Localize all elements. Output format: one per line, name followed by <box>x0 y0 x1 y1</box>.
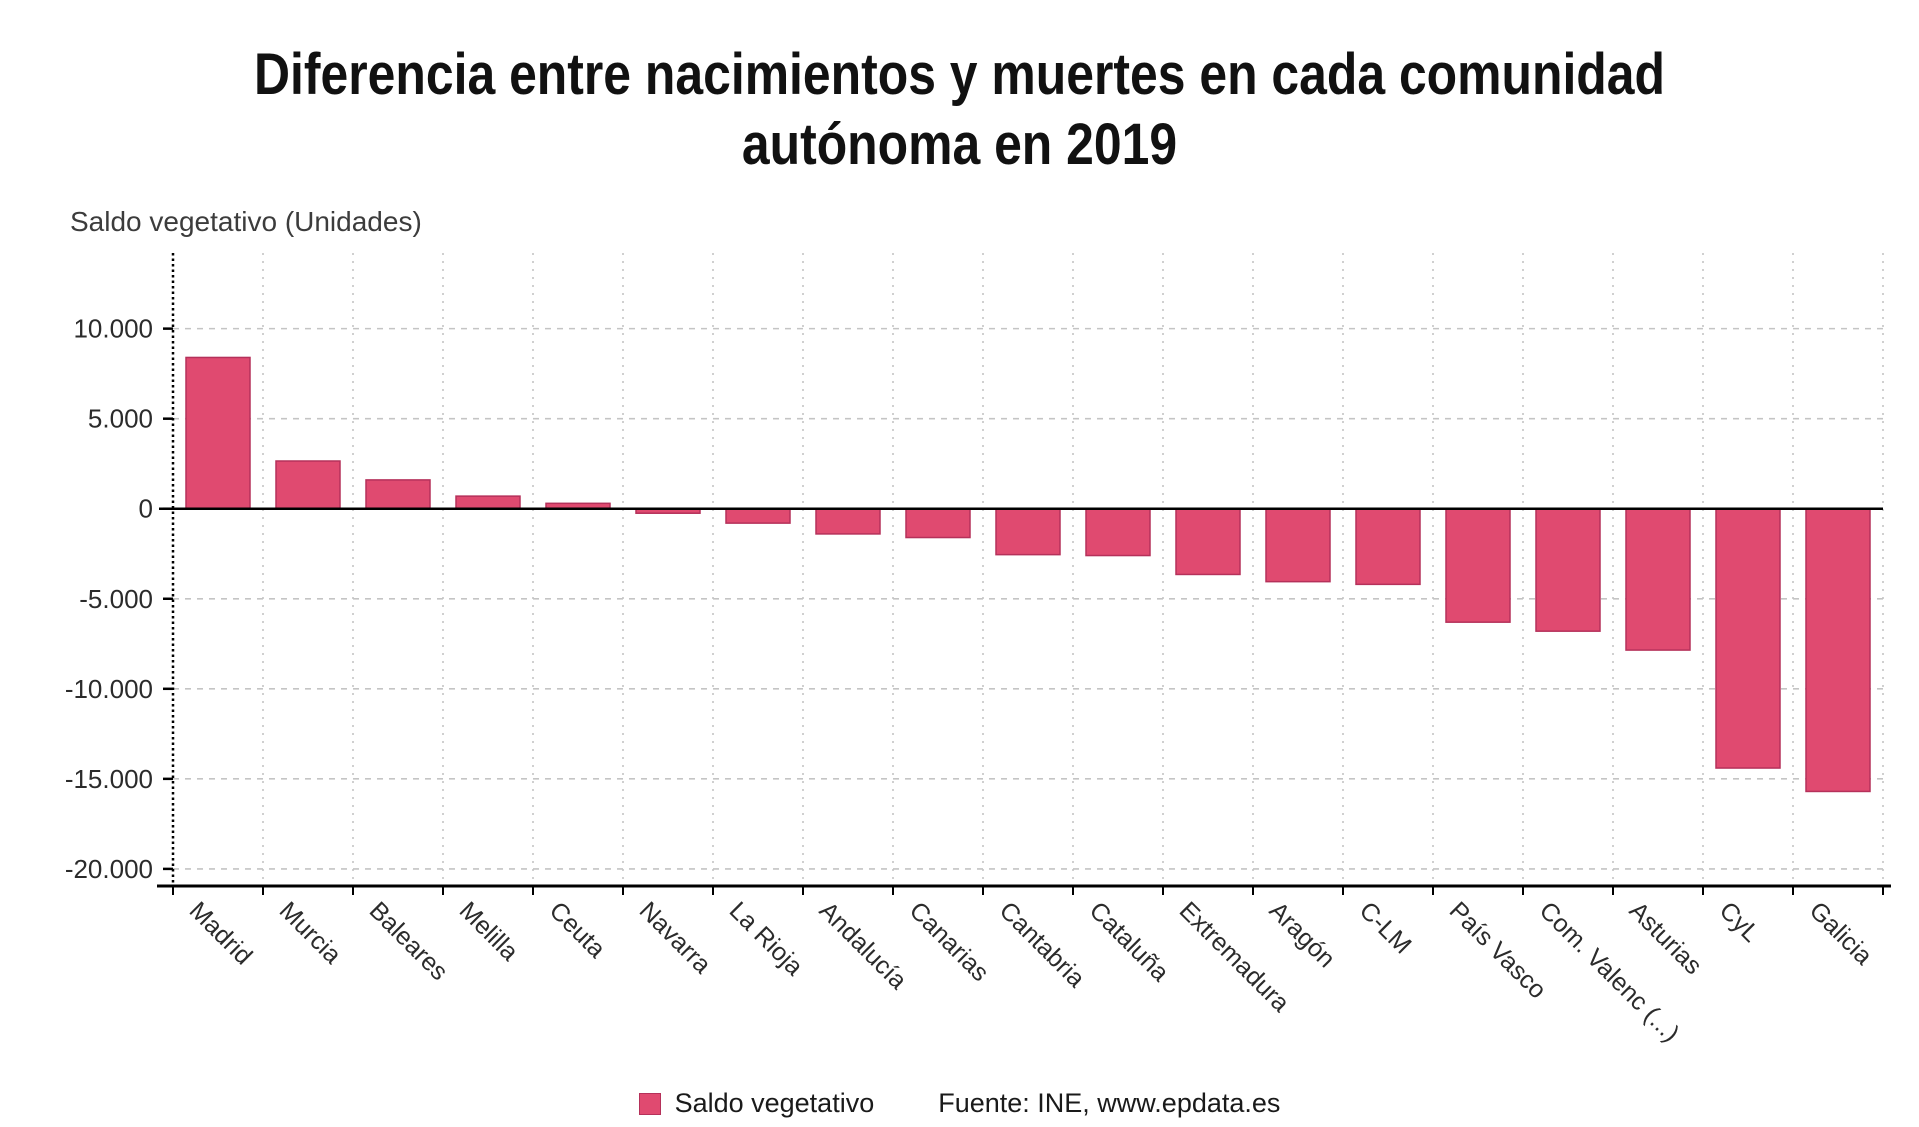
y-tick-label: 5.000 <box>88 404 153 434</box>
x-category-label: C-LM <box>1354 896 1417 959</box>
bar-Madrid[interactable] <box>185 356 251 510</box>
bar-País Vasco[interactable] <box>1445 507 1511 623</box>
bar-Extremadura[interactable] <box>1175 507 1241 576</box>
bar-CyL[interactable] <box>1715 507 1781 769</box>
bar-Asturias[interactable] <box>1625 507 1691 651</box>
x-category-label: Madrid <box>184 896 258 970</box>
legend-label: Saldo vegetativo <box>674 1088 875 1118</box>
bar-Andalucía[interactable] <box>815 507 881 535</box>
y-tick-label: -10.000 <box>65 674 153 704</box>
x-category-label: Melilla <box>454 896 524 966</box>
bar-C-LM[interactable] <box>1355 507 1421 586</box>
bar-Cantabria[interactable] <box>995 507 1061 556</box>
bar-Melilla[interactable] <box>455 495 521 510</box>
bar-Com. Valenc (...)[interactable] <box>1535 507 1601 632</box>
x-category-label: Baleares <box>364 896 454 986</box>
y-tick-label: -5.000 <box>79 584 153 614</box>
x-category-label: Murcia <box>274 896 347 969</box>
bar-Canarias[interactable] <box>905 507 971 539</box>
bar-Galicia[interactable] <box>1805 507 1871 793</box>
bar-Murcia[interactable] <box>275 460 341 510</box>
x-category-label: Andalucía <box>814 896 912 994</box>
x-category-label: Galicia <box>1804 896 1878 970</box>
source-label: Fuente: INE, www.epdata.es <box>938 1088 1281 1118</box>
x-category-label: País Vasco <box>1444 896 1552 1004</box>
bar-Baleares[interactable] <box>365 479 431 510</box>
legend-swatch-icon <box>638 1092 661 1115</box>
chart-title: Diferencia entre nacimientos y muertes e… <box>134 40 1784 180</box>
y-tick-label: -20.000 <box>65 854 153 884</box>
x-category-label: Canarias <box>904 896 995 987</box>
y-tick-label: 10.000 <box>73 314 153 344</box>
x-category-label: Asturias <box>1624 896 1708 980</box>
x-category-label: Navarra <box>634 896 717 979</box>
legend-item-saldo-vegetativo[interactable]: Saldo vegetativo <box>638 1088 875 1119</box>
x-category-label: Ceuta <box>544 896 611 963</box>
bar-Cataluña[interactable] <box>1085 507 1151 557</box>
x-category-label: Aragón <box>1264 896 1341 973</box>
bar-La Rioja[interactable] <box>725 507 791 524</box>
x-category-label: Cataluña <box>1084 896 1175 987</box>
x-category-label: CyL <box>1714 896 1765 947</box>
chart-title-line2: autónoma en 2019 <box>741 112 1178 177</box>
y-axis-unit-label: Saldo vegetativo (Unidades) <box>70 206 422 237</box>
x-category-label: Cantabria <box>994 896 1091 993</box>
x-category-label: La Rioja <box>724 896 809 981</box>
y-tick-label: 0 <box>139 494 153 524</box>
y-tick-label: -15.000 <box>65 764 153 794</box>
bar-Aragón[interactable] <box>1265 507 1331 583</box>
legend-row: Saldo vegetativo Fuente: INE, www.epdata… <box>0 1088 1919 1119</box>
chart-title-line1: Diferencia entre nacimientos y muertes e… <box>254 42 1665 107</box>
